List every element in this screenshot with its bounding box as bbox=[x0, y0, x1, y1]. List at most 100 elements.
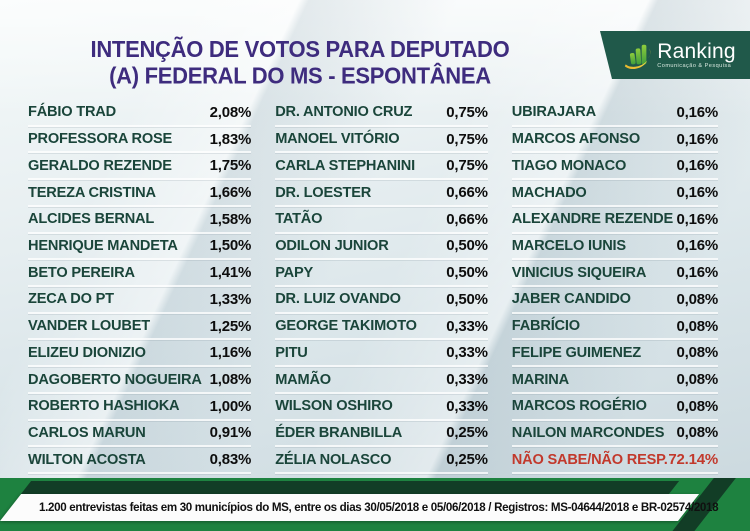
candidate-name: PAPY bbox=[275, 264, 314, 281]
candidate-name: WILSON OSHIRO bbox=[275, 397, 393, 415]
candidate-name: NAILON MARCONDES bbox=[511, 424, 665, 442]
candidate-percent: 0,75% bbox=[446, 157, 488, 175]
candidate-name: TATÃO bbox=[275, 210, 323, 228]
table-row: DR. ANTONIO CRUZ 0,75% bbox=[275, 100, 488, 127]
candidate-name: MARINA bbox=[511, 371, 569, 388]
candidate-name: UBIRAJARA bbox=[511, 104, 596, 121]
table-row: CARLA STEPHANINI 0,75% bbox=[275, 153, 488, 181]
table-row: DR. LUIZ OVANDO 0,50% bbox=[275, 287, 488, 314]
candidate-percent: 0,08% bbox=[676, 424, 718, 442]
table-row: BETO PEREIRA 1,41% bbox=[28, 260, 251, 288]
candidate-percent: 72.14% bbox=[668, 451, 718, 469]
logo-tagline: Comunicação & Pesquisa bbox=[657, 62, 732, 69]
page-title: INTENÇÃO DE VOTOS PARA DEPUTADO (A) FEDE… bbox=[0, 36, 600, 89]
candidate-name: VINICIUS SIQUEIRA bbox=[511, 264, 647, 281]
candidate-name: DAGOBERTO NOGUEIRA bbox=[28, 371, 202, 388]
candidate-percent: 0,08% bbox=[676, 344, 718, 362]
table-row: GERALDO REZENDE 1,75% bbox=[28, 153, 252, 181]
candidate-name: WILTON ACOSTA bbox=[28, 451, 146, 469]
table-row: TATÃO 0,66% bbox=[275, 207, 488, 234]
candidate-name: FABRÍCIO bbox=[511, 317, 580, 335]
candidate-name: GEORGE TAKIMOTO bbox=[275, 317, 417, 335]
table-row: UBIRAJARA 0,16% bbox=[511, 100, 718, 127]
candidate-name: CARLA STEPHANINI bbox=[275, 157, 415, 175]
table-row: MARCOS ROGÉRIO 0,08% bbox=[511, 394, 718, 421]
table-row: DAGOBERTO NOGUEIRA 1,08% bbox=[28, 367, 251, 394]
table-row: NAILON MARCONDES 0,08% bbox=[511, 421, 718, 448]
candidate-name: ODILON JUNIOR bbox=[275, 237, 389, 255]
candidate-percent: 0,50% bbox=[446, 290, 488, 308]
table-row: FABRÍCIO 0,08% bbox=[511, 314, 718, 341]
table-row: ZÉLIA NOLASCO 0,25% bbox=[275, 447, 488, 475]
candidate-percent: 1,00% bbox=[209, 397, 252, 415]
results-column: UBIRAJARA 0,16% MARCOS AFONSO 0,16% TIAGO MO… bbox=[511, 100, 718, 475]
candidate-percent: 0,16% bbox=[676, 157, 718, 175]
table-row: MAMÃO 0,33% bbox=[275, 367, 488, 394]
candidate-percent: 0,91% bbox=[209, 424, 252, 442]
results-table: FÁBIO TRAD 2,08% PROFESSORA ROSE 1,83% GERAL… bbox=[28, 100, 718, 475]
candidate-name: TEREZA CRISTINA bbox=[28, 184, 156, 201]
table-row: ALCIDES BERNAL 1,58% bbox=[28, 207, 251, 234]
candidate-percent: 0,08% bbox=[676, 317, 718, 335]
table-row-no-answer: NÃO SABE/NÃO RESP. 72.14% bbox=[511, 447, 718, 475]
candidate-percent: 1,33% bbox=[209, 290, 252, 308]
candidate-name: ALCIDES BERNAL bbox=[28, 210, 155, 228]
candidate-percent: 0,08% bbox=[676, 397, 718, 415]
candidate-percent: 0,16% bbox=[676, 184, 718, 202]
table-row: VINICIUS SIQUEIRA 0,16% bbox=[511, 260, 718, 288]
candidate-name: PITU bbox=[275, 344, 308, 362]
logo-text: Ranking Comunicação & Pesquisa bbox=[657, 41, 735, 70]
candidate-percent: 0,33% bbox=[446, 371, 488, 389]
candidate-name: ELIZEU DIONIZIO bbox=[28, 344, 146, 362]
candidate-name: MANOEL VITÓRIO bbox=[275, 130, 400, 148]
table-row: ALEXANDRE REZENDE 0,16% bbox=[511, 207, 718, 234]
candidate-percent: 0,50% bbox=[446, 264, 488, 282]
candidate-name: MAMÃO bbox=[275, 371, 331, 388]
candidate-percent: 0,08% bbox=[676, 290, 718, 308]
footer-ribbon: 1.200 entrevistas feitas em 30 município… bbox=[0, 478, 750, 531]
candidate-percent: 0,33% bbox=[446, 317, 488, 335]
candidate-percent: 1,08% bbox=[209, 371, 252, 389]
candidate-name: BETO PEREIRA bbox=[28, 264, 135, 281]
candidate-name: MARCELO IUNIS bbox=[511, 237, 626, 255]
candidate-name: PROFESSORA ROSE bbox=[28, 130, 173, 148]
candidate-percent: 0,16% bbox=[676, 264, 718, 282]
candidate-name: ZÉLIA NOLASCO bbox=[275, 451, 392, 469]
table-row: VANDER LOUBET 1,25% bbox=[28, 314, 251, 341]
candidate-percent: 0,33% bbox=[446, 344, 488, 362]
table-row: MARCELO IUNIS 0,16% bbox=[511, 234, 718, 261]
candidate-percent: 0,33% bbox=[446, 397, 488, 415]
candidate-percent: 0,08% bbox=[676, 371, 718, 389]
table-row: WILSON OSHIRO 0,33% bbox=[275, 394, 488, 421]
candidate-name: DR. ANTONIO CRUZ bbox=[275, 104, 413, 121]
table-row: ODILON JUNIOR 0,50% bbox=[275, 234, 488, 261]
candidate-percent: 0,66% bbox=[446, 210, 488, 228]
logo-name: Ranking bbox=[657, 39, 736, 63]
table-row: ELIZEU DIONIZIO 1,16% bbox=[28, 340, 252, 368]
table-row: GEORGE TAKIMOTO 0,33% bbox=[275, 314, 488, 341]
candidate-percent: 1,75% bbox=[209, 157, 252, 175]
table-row: ZECA DO PT 1,33% bbox=[28, 287, 251, 314]
leaf-chart-icon bbox=[625, 44, 651, 70]
ranking-logo: Ranking Comunicação & Pesquisa bbox=[600, 31, 750, 79]
candidate-name: ÉDER BRANBILLA bbox=[275, 424, 403, 442]
candidate-percent: 0,25% bbox=[446, 424, 488, 442]
candidate-percent: 0,75% bbox=[446, 103, 488, 121]
candidate-name: TIAGO MONACO bbox=[511, 157, 627, 175]
table-row: DR. LOESTER 0,66% bbox=[275, 180, 488, 207]
table-row: FELIPE GUIMENEZ 0,08% bbox=[511, 340, 718, 368]
candidate-name: HENRIQUE MANDETA bbox=[28, 237, 178, 255]
table-row: MARINA 0,08% bbox=[511, 367, 718, 394]
table-row: MACHADO 0,16% bbox=[511, 180, 718, 207]
candidate-percent: 1,16% bbox=[209, 344, 252, 362]
candidate-name: ZECA DO PT bbox=[28, 291, 114, 308]
table-row: PROFESSORA ROSE 1,83% bbox=[28, 127, 251, 154]
table-row: ÉDER BRANBILLA 0,25% bbox=[275, 421, 488, 448]
candidate-name: DR. LUIZ OVANDO bbox=[275, 291, 401, 308]
candidate-percent: 0,25% bbox=[446, 451, 488, 469]
candidate-name: ROBERTO HASHIOKA bbox=[28, 397, 180, 415]
candidate-name: GERALDO REZENDE bbox=[28, 157, 172, 175]
results-column: DR. ANTONIO CRUZ 0,75% MANOEL VITÓRIO 0,75%… bbox=[275, 100, 488, 475]
candidate-percent: 0,83% bbox=[209, 451, 252, 469]
candidate-name: NÃO SABE/NÃO RESP. bbox=[511, 451, 668, 469]
